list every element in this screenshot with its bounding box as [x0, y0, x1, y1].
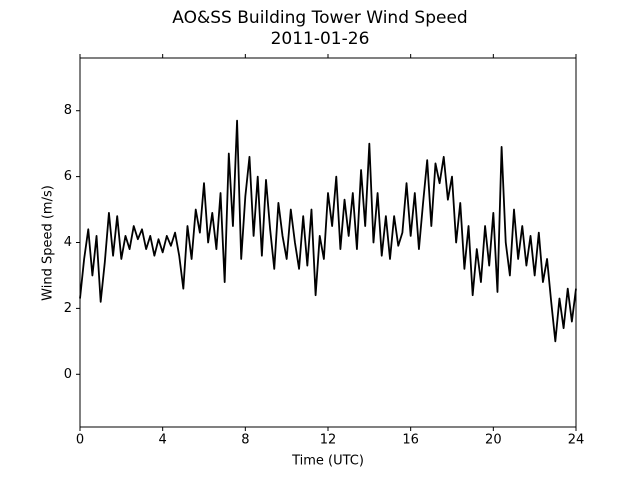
x-tick-label: 12: [320, 433, 337, 448]
y-tick-label: 2: [64, 301, 72, 316]
y-tick-label: 4: [64, 235, 72, 250]
wind-line: [79, 119, 577, 343]
chart-subtitle: 2011-01-26: [271, 29, 370, 49]
plot-frame: [79, 57, 577, 428]
x-tick-label: 20: [485, 433, 502, 448]
x-tick-label: 4: [159, 433, 167, 448]
y-axis-label: Wind Speed (m/s): [41, 185, 56, 301]
x-axis-label: Time (UTC): [291, 454, 364, 469]
x-tick-label: 24: [568, 433, 585, 448]
x-tick-label: 0: [76, 433, 84, 448]
chart-title: AO&SS Building Tower Wind Speed: [172, 8, 467, 28]
y-tick-label: 8: [64, 103, 72, 118]
x-tick-label: 16: [402, 433, 419, 448]
y-tick-label: 6: [64, 169, 72, 184]
y-tick-label: 0: [64, 367, 72, 382]
x-tick-label: 8: [241, 433, 249, 448]
